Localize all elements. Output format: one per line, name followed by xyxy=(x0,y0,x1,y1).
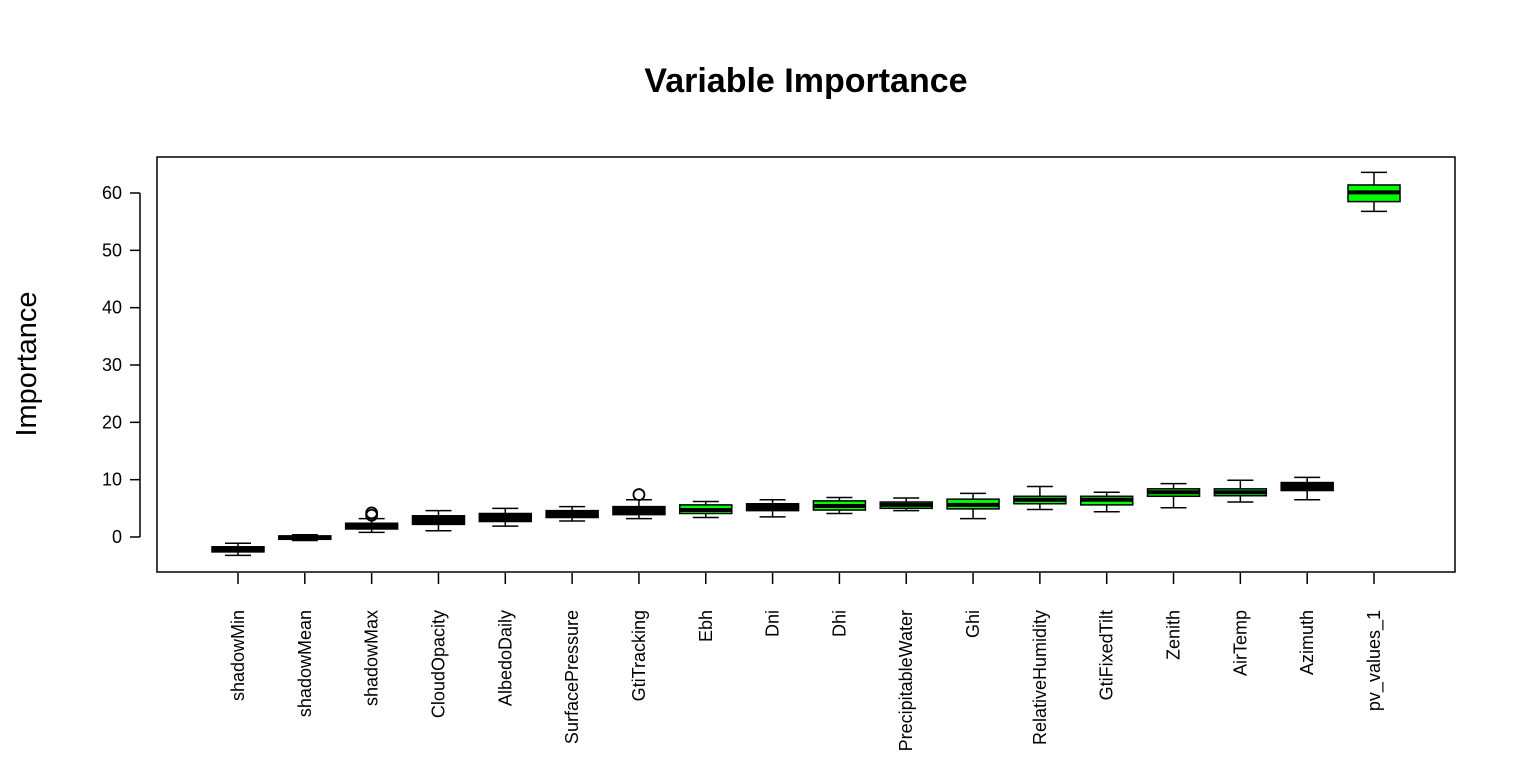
x-tick-label: SurfacePressure xyxy=(562,610,582,744)
x-tick-label: Azimuth xyxy=(1297,610,1317,675)
y-tick-label: 0 xyxy=(112,527,122,547)
box-Azimuth xyxy=(1280,476,1334,501)
box-shadowMax xyxy=(344,506,399,534)
x-tick-label: RelativeHumidity xyxy=(1030,610,1050,745)
x-tick-label: GtiFixedTilt xyxy=(1097,610,1117,700)
box-pv_values_1 xyxy=(1347,171,1401,213)
x-tick-label: Ebh xyxy=(696,610,716,642)
box-Dni xyxy=(745,498,800,518)
y-tick-label: 50 xyxy=(102,240,122,260)
box-CloudOpacity xyxy=(411,509,466,532)
box-RelativeHumidity xyxy=(1013,485,1067,511)
x-tick-label: AlbedoDaily xyxy=(495,610,515,706)
boxes-group xyxy=(211,171,1401,557)
x-tick-label: Zenith xyxy=(1164,610,1184,660)
y-axis: 0 10 20 30 40 50 60 xyxy=(102,183,141,547)
outlier-point xyxy=(365,506,379,520)
box-SurfacePressure xyxy=(545,505,599,522)
y-tick-label: 60 xyxy=(102,183,122,203)
box-PrecipitableWater xyxy=(879,497,933,512)
chart-title: Variable Importance xyxy=(644,62,967,100)
x-tick-label: shadowMax xyxy=(362,610,382,706)
x-tick-label: Dni xyxy=(763,610,783,637)
box-GtiTracking xyxy=(612,488,666,520)
x-tick-label: shadowMin xyxy=(228,610,248,701)
plot-frame xyxy=(156,156,1456,573)
x-tick-label: shadowMean xyxy=(295,610,315,717)
x-tick-label: PrecipitableWater xyxy=(896,610,916,751)
x-axis-labels: shadowMin shadowMean shadowMax CloudOpacity… xyxy=(228,573,1385,751)
box-Ebh xyxy=(679,500,733,519)
x-tick-label: Ghi xyxy=(963,610,983,638)
x-tick-label: AirTemp xyxy=(1230,610,1250,676)
y-tick-label: 10 xyxy=(102,470,122,490)
box-Ghi xyxy=(946,492,1000,520)
box-AirTemp xyxy=(1213,479,1268,503)
y-tick-label: 30 xyxy=(102,355,122,375)
x-tick-label: Dhi xyxy=(829,610,849,637)
box-GtiFixedTilt xyxy=(1079,491,1134,513)
x-tick-label: GtiTracking xyxy=(629,610,649,701)
outlier-point xyxy=(632,488,646,501)
y-tick-label: 20 xyxy=(102,412,122,432)
x-tick-label: CloudOpacity xyxy=(428,610,448,718)
box-Dhi xyxy=(812,496,867,515)
y-axis-label: Importance xyxy=(11,291,43,436)
box-shadowMin xyxy=(211,542,265,557)
box-shadowMean xyxy=(278,533,332,542)
y-tick-label: 40 xyxy=(102,298,122,318)
x-tick-label: pv_values_1 xyxy=(1364,610,1385,711)
box-AlbedoDaily xyxy=(478,507,533,527)
box-Zenith xyxy=(1146,482,1201,509)
